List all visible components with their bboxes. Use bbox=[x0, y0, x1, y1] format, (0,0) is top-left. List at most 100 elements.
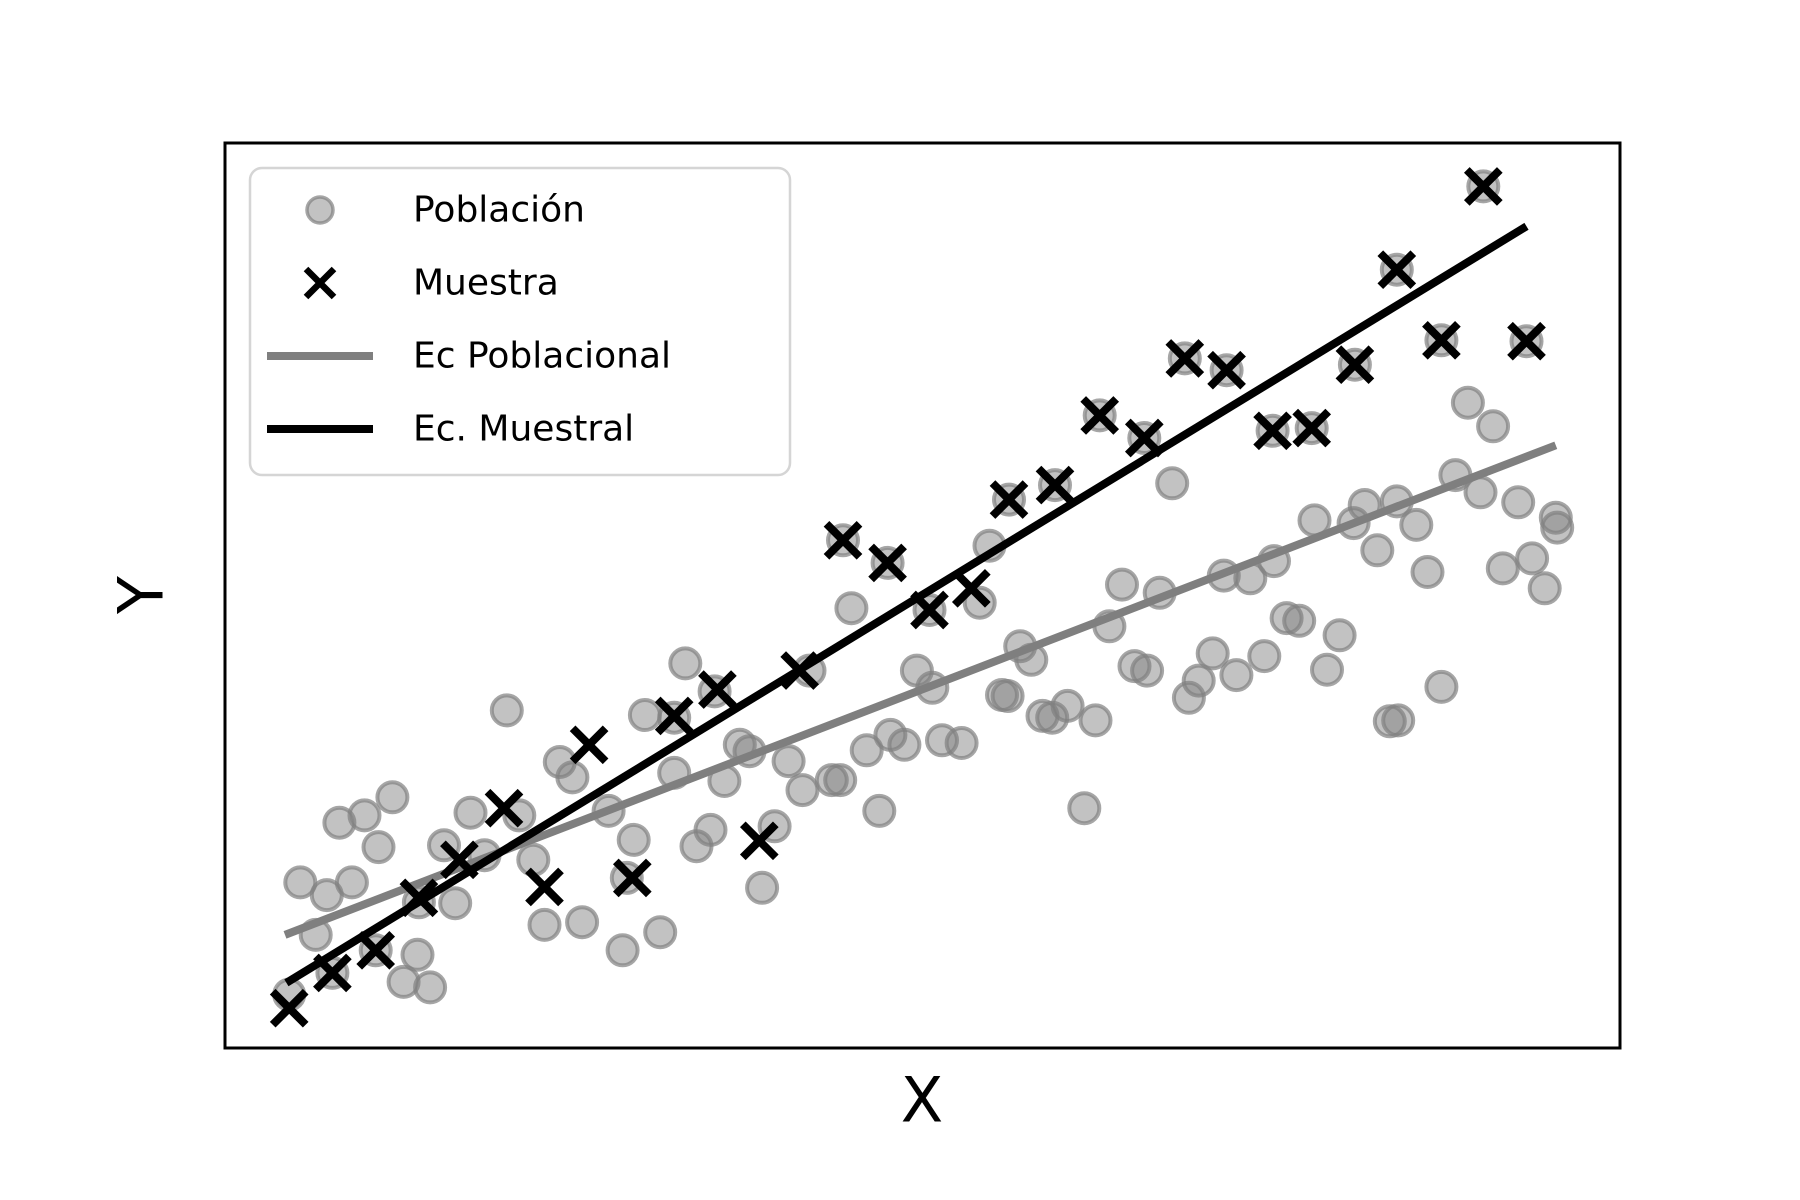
population-point bbox=[1282, 603, 1317, 638]
population-point bbox=[1247, 639, 1282, 674]
population-point bbox=[834, 591, 869, 626]
population-point bbox=[814, 763, 849, 798]
population-point bbox=[944, 726, 979, 760]
population-point bbox=[334, 865, 369, 900]
population-point bbox=[990, 679, 1025, 713]
population-point bbox=[565, 905, 600, 940]
population-point bbox=[1450, 385, 1485, 420]
population-point bbox=[283, 865, 318, 900]
population-point bbox=[1181, 663, 1216, 698]
population-point bbox=[1130, 653, 1165, 688]
population-point bbox=[605, 933, 640, 968]
sample-point bbox=[1422, 320, 1461, 360]
population-series bbox=[272, 169, 1575, 1012]
sample-point bbox=[569, 725, 609, 765]
population-point bbox=[771, 744, 806, 779]
population-point bbox=[489, 693, 524, 728]
sample-point bbox=[1165, 339, 1205, 378]
population-point bbox=[1171, 680, 1206, 715]
sample-point bbox=[1124, 418, 1164, 458]
population-point bbox=[643, 915, 678, 950]
population-point bbox=[1195, 636, 1230, 671]
population-point bbox=[823, 763, 858, 798]
population-point bbox=[322, 805, 357, 840]
population-point bbox=[1067, 791, 1102, 826]
sample-point bbox=[1035, 465, 1075, 505]
population-point bbox=[1424, 669, 1459, 704]
population-point bbox=[1410, 555, 1445, 589]
sample-series bbox=[269, 167, 1546, 1028]
legend-population-circle-icon bbox=[305, 195, 335, 225]
population-point bbox=[1476, 409, 1511, 444]
legend-label-poblacion: Población bbox=[413, 190, 585, 231]
population-point bbox=[1322, 618, 1357, 653]
population-point bbox=[1501, 485, 1536, 520]
legend-box bbox=[248, 166, 792, 477]
population-point bbox=[1105, 567, 1139, 602]
x-axis-label: X bbox=[901, 1064, 943, 1137]
population-point bbox=[962, 585, 997, 620]
population-point bbox=[785, 773, 820, 808]
population-point bbox=[1538, 500, 1573, 535]
sample-point bbox=[440, 840, 479, 880]
sample-point bbox=[1377, 250, 1417, 290]
sample-point bbox=[910, 590, 949, 630]
sample-point bbox=[1080, 396, 1120, 435]
sample-point bbox=[525, 867, 564, 907]
sample-point bbox=[989, 480, 1029, 519]
sample-point bbox=[1507, 321, 1546, 361]
sample-point bbox=[1463, 167, 1503, 206]
population-point bbox=[1527, 571, 1562, 606]
sample-point bbox=[1335, 345, 1375, 385]
population-point bbox=[849, 733, 884, 768]
population-point bbox=[616, 822, 651, 857]
sample-point bbox=[654, 696, 694, 736]
population-point bbox=[347, 798, 382, 833]
legend-label-ec-poblacional: Ec Poblacional bbox=[413, 336, 671, 377]
sample-point bbox=[868, 543, 907, 583]
population-point bbox=[862, 793, 897, 828]
population-point bbox=[502, 798, 537, 833]
legend-sample-x-icon bbox=[303, 266, 337, 300]
sample-point bbox=[269, 988, 309, 1028]
population-point bbox=[1219, 658, 1254, 693]
population-point bbox=[400, 937, 435, 972]
population-regression-line bbox=[283, 441, 1558, 939]
sample-point bbox=[399, 878, 439, 918]
sample-point bbox=[823, 520, 863, 560]
population-point bbox=[668, 646, 703, 681]
population-point bbox=[453, 795, 488, 830]
population-point bbox=[375, 780, 410, 815]
population-point bbox=[693, 812, 728, 847]
legend-label-muestra: Muestra bbox=[413, 263, 559, 304]
population-point bbox=[527, 907, 562, 942]
sample-point bbox=[1253, 411, 1292, 451]
population-point bbox=[361, 830, 396, 865]
sample-point bbox=[698, 670, 737, 709]
population-point bbox=[1399, 507, 1434, 542]
population-point bbox=[1485, 551, 1520, 586]
population-point bbox=[887, 727, 922, 762]
population-point bbox=[1155, 466, 1190, 501]
sample-point bbox=[1292, 408, 1332, 448]
y-axis-label: Y bbox=[105, 576, 178, 615]
sample-regression-line bbox=[284, 222, 1529, 987]
population-point bbox=[1515, 541, 1550, 576]
population-point bbox=[1310, 652, 1344, 687]
population-point bbox=[1269, 601, 1304, 636]
sample-point bbox=[951, 568, 991, 608]
population-point bbox=[1035, 700, 1070, 735]
sample-point bbox=[356, 930, 396, 970]
sample-point bbox=[739, 821, 779, 861]
sample-point bbox=[484, 788, 524, 828]
plot-border bbox=[223, 141, 1622, 1050]
sample-point bbox=[313, 953, 352, 993]
population-point bbox=[1381, 703, 1416, 738]
population-point bbox=[386, 964, 421, 999]
population-point bbox=[1360, 533, 1395, 568]
sample-point bbox=[1207, 350, 1246, 390]
population-point bbox=[627, 698, 662, 732]
population-point bbox=[438, 886, 473, 921]
sample-point bbox=[780, 651, 820, 690]
